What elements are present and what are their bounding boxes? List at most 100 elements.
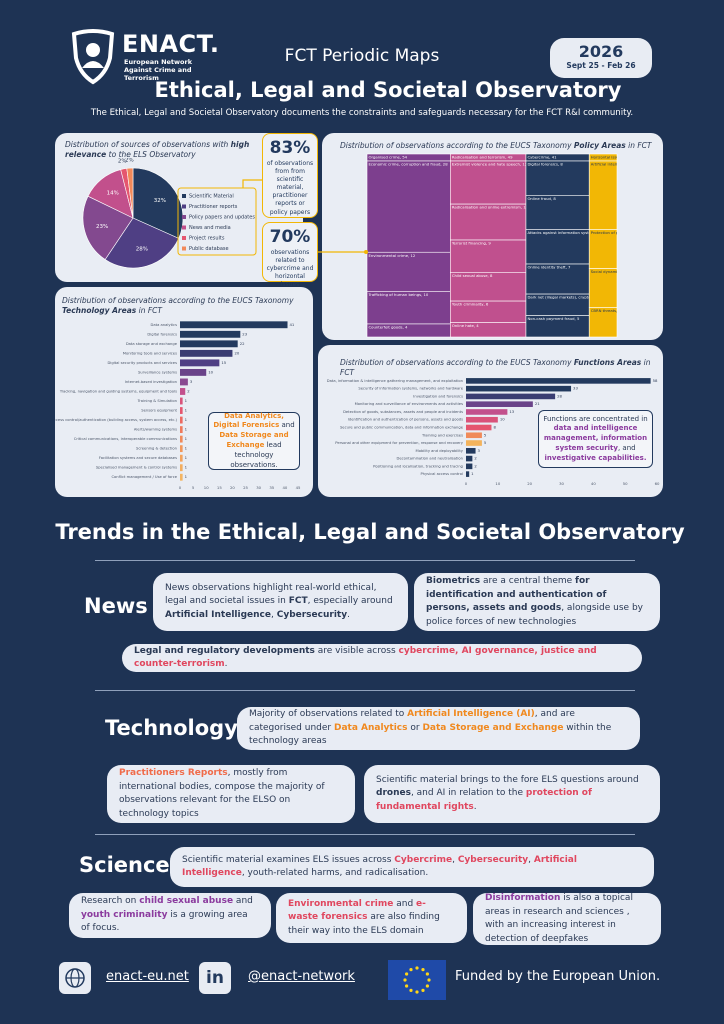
text-part: or: [407, 722, 423, 733]
flag-star: [415, 966, 419, 970]
bar: [180, 426, 183, 434]
stat-figure: 83%: [269, 138, 311, 158]
flag-star: [425, 984, 429, 988]
x-tick-label: 40: [591, 481, 596, 486]
bar: [180, 445, 183, 453]
text-part: and: [393, 898, 417, 909]
trend-text: Scientific material brings to the fore E…: [376, 774, 648, 815]
value-label: 2: [474, 463, 477, 468]
text-part: Cybercrime: [394, 854, 453, 865]
value-label: 1: [185, 408, 188, 413]
slice-label: 14%: [107, 191, 119, 197]
y-tick-label: Sensors equipment: [141, 409, 177, 413]
treemap-cell: [450, 160, 527, 205]
trend-text: Biometrics are a central theme for ident…: [426, 575, 648, 629]
stat-callout: 83% of observations from from scientific…: [262, 133, 318, 218]
bar: [466, 448, 476, 454]
trend-text: Environmental crime and e-waste forensic…: [288, 898, 455, 939]
text-part: , and AI in relation to the: [410, 788, 526, 799]
value-label: 3: [478, 448, 481, 453]
text-part: News observations highlight real-world e…: [165, 582, 377, 607]
x-tick-label: 50: [623, 481, 628, 486]
bar: [466, 471, 470, 477]
cell-label: Social dynamics, 4: [591, 269, 627, 274]
trend-text: Research on child sexual abuse and youth…: [81, 895, 259, 936]
value-label: 1: [185, 436, 188, 441]
text-part: is also a topical areas in research and …: [485, 893, 633, 944]
treemap-cell: [588, 307, 618, 338]
slice-label: 23%: [96, 224, 108, 230]
value-label: 2: [474, 456, 477, 461]
x-tick-label: 35: [269, 485, 274, 490]
year: 2026: [578, 42, 624, 61]
bar: [180, 340, 238, 348]
bar: [180, 435, 183, 443]
trend-box: News observations highlight real-world e…: [153, 573, 408, 631]
note-text: Data Analytics, Digital Forensics and Da…: [213, 412, 295, 471]
treemap-cell: [450, 239, 527, 273]
cell-label: Non-cash payment fraud, 5: [527, 316, 580, 321]
text-part: lead technology observations.: [230, 441, 282, 469]
pie-chart: 32% 28% 23% 14% 2%2% Scientific Material Pract…: [82, 158, 257, 269]
x-tick-label: 5: [192, 485, 195, 490]
x-tick-label: 0: [179, 485, 182, 490]
chart-title: Distribution of sources of observations …: [65, 140, 250, 160]
value-label: 1: [185, 417, 188, 422]
text-part: are visible across: [314, 645, 399, 656]
treemap-cell: [366, 251, 451, 292]
flag-star: [409, 968, 413, 972]
bar: [180, 330, 241, 338]
linkedin-icon: in: [199, 962, 231, 994]
x-tick-label: 10: [495, 481, 500, 486]
treemap-cell: [525, 229, 590, 265]
legend-swatch: [182, 194, 186, 198]
value-label: 13: [509, 409, 514, 414]
treemap-cell: [525, 160, 590, 196]
treemap-cell: [366, 160, 451, 253]
text-part: for identification and authentication of…: [426, 576, 607, 613]
text-part: ,: [528, 854, 534, 865]
value-label: 1: [185, 427, 188, 432]
cell-label: Organised crime, 54: [369, 155, 408, 160]
text-part: ,: [270, 609, 277, 620]
cell-label: Online identity theft, 7: [527, 265, 571, 270]
text-part: .: [224, 659, 228, 669]
text-part: cybercrime, AI governance, justice and c…: [134, 645, 597, 670]
period: Sept 25 - Feb 26: [566, 61, 636, 70]
bar: [180, 473, 183, 481]
legend-label: Practitioner reports: [189, 204, 238, 210]
legend-box: [177, 187, 257, 256]
logo-body: [82, 61, 104, 68]
y-tick-label: Investigation and forensics: [413, 394, 463, 398]
title-part: Distribution of sources of observations …: [65, 140, 231, 149]
bar: [180, 388, 186, 395]
cell-label: Protection of public spaces, 4: [591, 230, 647, 235]
text-part: .: [473, 801, 477, 812]
bar: [180, 407, 183, 414]
trend-box: Scientific material brings to the fore E…: [364, 765, 660, 823]
chart-title: Distribution of observations according t…: [340, 358, 660, 378]
title-part: Technology Areas: [62, 306, 137, 316]
title-part: to the ELS Observatory: [106, 150, 196, 160]
flag-star: [405, 984, 409, 988]
website-link[interactable]: enact-eu.net: [106, 969, 189, 984]
text-part: , especially around: [307, 596, 393, 607]
legend-label: Public database: [189, 246, 229, 252]
page-title: Ethical, Legal and Societal Observatory: [154, 78, 622, 102]
year-box: 2026 Sept 25 - Feb 26: [550, 38, 652, 78]
trend-box: Research on child sexual abuse and youth…: [69, 893, 271, 938]
trend-box: Scientific material examines ELS issues …: [170, 847, 654, 887]
text-part: ,: [452, 854, 458, 865]
cell-label: Artificial intelligence, 7: [591, 162, 635, 167]
linkedin-link[interactable]: @enact-network: [248, 969, 355, 984]
bar: [180, 349, 233, 357]
pie-slice: [132, 167, 184, 239]
trend-box: Legal and regulatory developments are vi…: [122, 644, 642, 672]
value-label: 10: [208, 369, 213, 374]
treemap-cell: [525, 263, 590, 295]
bar: [180, 359, 220, 367]
legend-label: News and media: [189, 225, 231, 231]
cell-label: Environmental crime, 12: [369, 253, 416, 258]
logo-subtitle: European Network Against Crime and Terro…: [124, 58, 193, 83]
cell-label: Economic crime, corruption and fraud, 28: [369, 162, 449, 167]
